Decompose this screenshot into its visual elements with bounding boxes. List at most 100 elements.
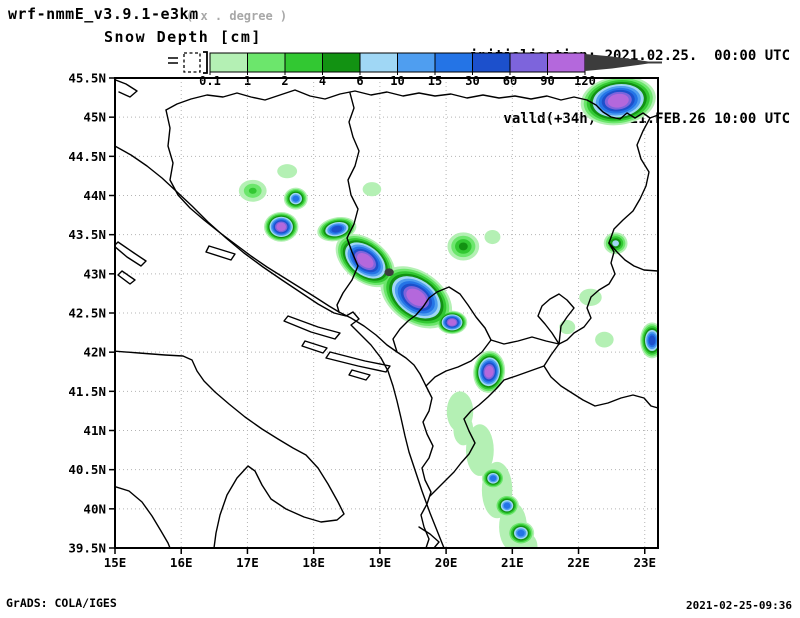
lat-label: 41.5N [68, 384, 106, 399]
border-path-10 [325, 351, 391, 373]
valid-line: valld(+34h): 2021.FEB.26 10:00 UTC [503, 111, 790, 127]
map-frame [114, 77, 659, 549]
border-path-22 [543, 343, 658, 409]
snow-patch [503, 502, 511, 509]
legend-tick-label: 90 [540, 74, 554, 88]
legend-bracket [203, 51, 208, 74]
border-path-14 [336, 92, 360, 313]
legend-segment-8 [509, 52, 548, 73]
border-path-19 [608, 117, 651, 244]
legend-tick-label: 15 [428, 74, 442, 88]
border-path-12 [165, 89, 658, 120]
snow-patch [607, 93, 629, 108]
snow-patch [484, 365, 494, 378]
snow-patch [248, 187, 257, 194]
snow-patch [331, 225, 343, 233]
lon-label: 16E [170, 555, 193, 570]
border-path-1 [115, 145, 445, 548]
snow-patch [277, 164, 298, 179]
legend-segment-0 [209, 52, 248, 73]
legend-tick-label: 10 [390, 74, 404, 88]
border-path-9 [301, 340, 328, 354]
legend-segment-9 [547, 52, 586, 73]
border-path-4 [418, 526, 440, 548]
lat-label: 43N [83, 266, 106, 281]
lat-label: 42N [83, 345, 106, 360]
border-path-17 [490, 336, 560, 345]
snow-patch [458, 242, 468, 251]
lat-label: 45N [83, 110, 106, 125]
grads-credit: GrADS: COLA/IGES [6, 596, 117, 610]
border-path-0 [115, 79, 138, 98]
creation-timestamp: 2021-02-25-09:36 [686, 599, 792, 612]
snow-patch [559, 320, 576, 335]
legend-segment-7 [472, 52, 511, 73]
model-title: wrf-nmmE_v3.9.1-e3km [8, 5, 199, 23]
border-path-21 [608, 242, 658, 272]
snow-patch [447, 319, 457, 326]
legend-tick-label: 6 [356, 74, 363, 88]
snow-patch [362, 182, 382, 197]
legend-segment-3 [322, 52, 361, 73]
snow-patch [612, 240, 619, 247]
lon-label: 15E [104, 555, 127, 570]
lat-label: 42.5N [68, 306, 106, 321]
lon-label: 22E [567, 555, 590, 570]
snow-patch [453, 414, 474, 446]
border-path-15 [338, 311, 427, 387]
legend-segment-6 [434, 52, 473, 73]
border-path-2 [115, 350, 345, 548]
lon-label: 17E [236, 555, 259, 570]
lat-label: 44N [83, 188, 106, 203]
snow-shading-group [238, 78, 658, 548]
snow-patch [489, 475, 497, 482]
snow-patch [384, 268, 394, 277]
border-path-5 [115, 241, 147, 267]
lat-label: 43.5N [68, 227, 106, 242]
snow-patch [484, 229, 501, 245]
legend-segment-4 [359, 52, 398, 73]
legend-segment-2 [284, 52, 323, 73]
legend-underflow-dash [168, 57, 178, 64]
basemap-group [115, 79, 658, 548]
lon-label: 20E [435, 555, 458, 570]
border-path-3 [115, 485, 171, 548]
border-path-23 [463, 365, 545, 420]
legend-tick-label: 30 [465, 74, 479, 88]
border-path-6 [117, 270, 136, 285]
legend-tick-label: 2 [281, 74, 288, 88]
lon-label: 19E [369, 555, 392, 570]
border-path-8 [283, 315, 341, 340]
snow-patch [648, 335, 656, 346]
lat-label: 40N [83, 501, 106, 516]
border-path-20 [558, 242, 616, 345]
lat-label: 40.5N [68, 462, 106, 477]
snow-patch [406, 288, 427, 307]
snow-patch [517, 529, 525, 537]
border-path-24 [420, 385, 434, 548]
lon-label: 21E [501, 555, 524, 570]
legend-tick-label: 4 [319, 74, 326, 88]
legend-underflow-box [183, 52, 201, 73]
legend-tick-label: 1 [244, 74, 251, 88]
snow-patch [465, 424, 494, 476]
snow-patch [276, 222, 287, 232]
lon-label: 18E [302, 555, 325, 570]
graticule-group [115, 78, 658, 548]
field-title: Snow Depth [cm] [104, 28, 262, 46]
border-path-16 [392, 286, 492, 387]
legend-tick-label: 60 [503, 74, 517, 88]
border-path-25 [429, 418, 476, 497]
model-title-note: ( x . degree ) [186, 9, 288, 23]
snow-patch [292, 195, 300, 202]
lat-label: 44.5N [68, 149, 106, 164]
lat-label: 39.5N [68, 541, 106, 556]
legend-tick-label: 0.1 [199, 74, 221, 88]
lat-label: 41N [83, 423, 106, 438]
legend-segment-1 [247, 52, 286, 73]
border-path-13 [165, 109, 340, 313]
legend-segment-5 [397, 52, 436, 73]
border-path-18 [537, 293, 575, 345]
lat-label: 45.5N [68, 71, 106, 86]
